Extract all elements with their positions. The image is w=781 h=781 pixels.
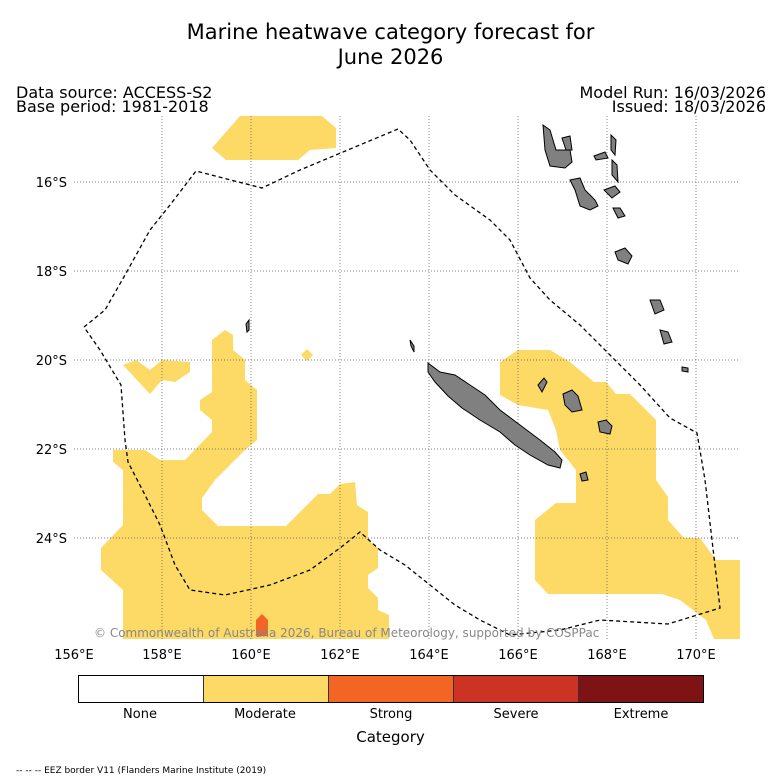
colorbar-none (79, 676, 204, 702)
new-caledonia (427, 362, 563, 469)
vanuatu-island-11 (659, 329, 673, 345)
colorbar-severe (454, 676, 579, 702)
lon-tick-166: 166°E (498, 648, 538, 663)
legend-label-moderate: Moderate (234, 707, 296, 722)
issued-date: Issued: 18/03/2026 (611, 97, 766, 116)
lon-tick-168: 168°E (587, 648, 627, 663)
model-run: Model Run: 16/03/2026 (579, 83, 767, 102)
lat-tick-20: 20°S (36, 354, 67, 369)
vanuatu-island-10 (649, 299, 665, 315)
lon-tick-162: 162°E (320, 648, 360, 663)
title-line-2: June 2026 (337, 45, 444, 69)
loyalty-island-2 (597, 419, 613, 435)
legend-label-none: None (123, 707, 157, 722)
belep-island (537, 377, 548, 394)
lon-tick-156: 156°E (54, 648, 94, 663)
loyalty-island-3 (579, 471, 589, 482)
lat-tick-22: 22°S (36, 443, 67, 458)
lat-tick-18: 18°S (36, 265, 67, 280)
lon-tick-164: 164°E (409, 648, 449, 663)
base-period: Base period: 1981-2018 (16, 97, 209, 116)
moderate-area-east (500, 350, 740, 639)
lon-tick-170: 170°E (676, 648, 716, 663)
vanuatu-island-1 (542, 123, 573, 169)
lat-tick-24: 24°S (36, 532, 67, 547)
axis-tick-labels: 156°E 158°E 160°E 162°E 164°E 166°E 168°… (36, 176, 716, 663)
colorbar-extreme (579, 676, 703, 702)
lat-tick-16: 16°S (36, 176, 67, 191)
vanuatu-island-9 (614, 247, 633, 265)
moderate-heatwave-areas (101, 116, 740, 639)
moderate-area-north (212, 116, 336, 160)
vanuatu-island-5 (569, 177, 599, 211)
legend-label-severe: Severe (493, 707, 539, 722)
moderate-area-small-west (123, 360, 190, 394)
loyalty-island-1 (562, 389, 583, 413)
colorbar-moderate (204, 676, 329, 702)
reef-speck-2 (409, 339, 415, 353)
vanuatu-island-2 (561, 135, 573, 151)
map-gridlines (74, 116, 740, 639)
title-line-1: Marine heatwave category forecast for (186, 20, 595, 44)
vanuatu-island-4 (610, 133, 617, 157)
legend-title: Category (356, 728, 425, 746)
vanuatu-island-3 (593, 151, 609, 161)
map-title: Marine heatwave category forecast for Ju… (0, 20, 781, 70)
legend-label-strong: Strong (369, 707, 413, 722)
copyright-note: © Commonwealth of Australia 2026, Bureau… (94, 626, 599, 640)
lon-tick-160: 160°E (231, 648, 271, 663)
land-masses (245, 123, 689, 482)
lon-tick-158: 158°E (142, 648, 182, 663)
strong-heatwave-spot (256, 614, 268, 636)
vanuatu-island-12 (681, 366, 689, 373)
category-colorbar (78, 675, 704, 703)
vanuatu-island-7 (611, 158, 619, 184)
colorbar-strong (329, 676, 454, 702)
moderate-area-speck (301, 349, 313, 361)
legend-label-extreme: Extreme (613, 707, 669, 722)
eez-border (83, 128, 721, 636)
moderate-area-west (101, 330, 389, 639)
vanuatu-island-6 (603, 185, 621, 199)
eez-footnote: -- -- -- EEZ border V11 (Flanders Marine… (16, 766, 267, 776)
vanuatu-island-8 (612, 207, 626, 219)
reef-speck-1 (245, 318, 250, 334)
data-source: Data source: ACCESS-S2 (16, 83, 213, 102)
